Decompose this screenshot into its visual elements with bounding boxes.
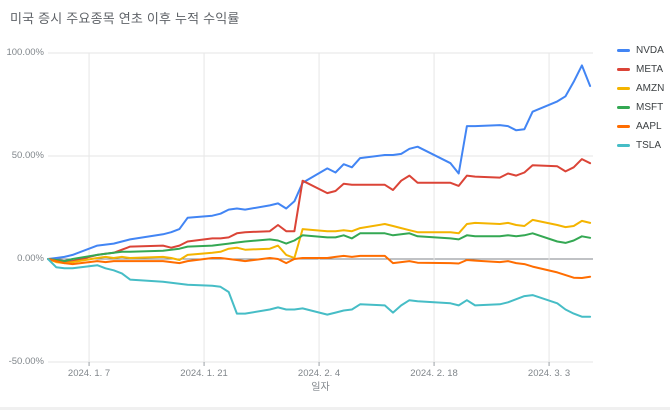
series-line-AAPL[interactable] xyxy=(47,254,592,279)
series-line-TSLA[interactable] xyxy=(47,258,592,318)
legend-item-amzn[interactable]: AMZN xyxy=(617,79,664,98)
y-axis-tick-label: 50.00% xyxy=(11,150,44,161)
legend-swatch-icon xyxy=(617,49,630,52)
legend-label: AAPL xyxy=(636,121,662,132)
legend-swatch-icon xyxy=(617,144,630,147)
series-line-NVDA[interactable] xyxy=(47,64,592,260)
legend-label: TSLA xyxy=(636,140,662,151)
x-axis-tick-label: 2024. 2. 4 xyxy=(297,368,341,379)
legend-swatch-icon xyxy=(617,106,630,109)
legend-item-nvda[interactable]: NVDA xyxy=(617,41,664,60)
series-line-META[interactable] xyxy=(47,158,592,263)
legend-label: NVDA xyxy=(636,45,664,56)
legend-label: AMZN xyxy=(636,83,665,94)
y-axis-tick-label: -50.00% xyxy=(8,356,44,367)
window-bottom-edge xyxy=(0,407,670,410)
y-axis-tick-label: 100.00% xyxy=(6,47,44,58)
legend-swatch-icon xyxy=(617,87,630,90)
legend: NVDA META AMZN MSFT AAPL TSLA xyxy=(617,41,664,155)
x-axis-tick-label: 2024. 3. 3 xyxy=(527,368,571,379)
series-line-MSFT[interactable] xyxy=(47,232,592,263)
x-axis-tick-label: 2024. 1. 21 xyxy=(180,368,228,379)
legend-item-meta[interactable]: META xyxy=(617,60,664,79)
legend-swatch-icon xyxy=(617,125,630,128)
legend-label: META xyxy=(636,64,664,75)
y-axis-tick-label: 0.00% xyxy=(17,253,44,264)
legend-item-aapl[interactable]: AAPL xyxy=(617,117,664,136)
chart-title: 미국 증시 주요종목 연초 이후 누적 수익률 xyxy=(10,11,240,26)
legend-label: MSFT xyxy=(636,102,664,113)
legend-item-msft[interactable]: MSFT xyxy=(617,98,664,117)
legend-swatch-icon xyxy=(617,68,630,71)
x-axis-tick-label: 2024. 1. 7 xyxy=(67,368,111,379)
legend-item-tsla[interactable]: TSLA xyxy=(617,136,664,155)
x-axis-tick-label: 2024. 2. 18 xyxy=(410,368,458,379)
x-axis-title: 일자 xyxy=(311,382,330,393)
series-line-AMZN[interactable] xyxy=(47,218,592,265)
